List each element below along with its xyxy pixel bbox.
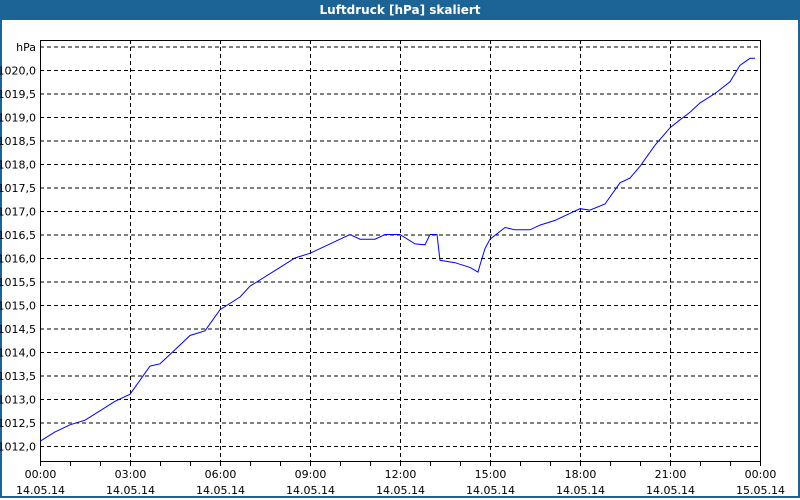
y-tick-label: 1013,5 [0, 370, 36, 383]
x-tick-date: 14.05.14 [556, 484, 605, 497]
x-tick-time: 06:00 [205, 468, 237, 481]
y-tick-label: 1020,0 [0, 65, 36, 78]
y-tick-label: 1015,5 [0, 276, 36, 289]
x-tick-date: 14.05.14 [376, 484, 425, 497]
x-tick-time: 18:00 [565, 468, 597, 481]
x-tick-date: 14.05.14 [286, 484, 335, 497]
y-tick-label: 1018,0 [0, 159, 36, 172]
y-tick-label: 1013,0 [0, 394, 36, 407]
x-tick-date: 14.05.14 [196, 484, 245, 497]
y-axis-unit: hPa [16, 41, 36, 54]
x-tick-time: 00:00 [745, 468, 777, 481]
y-tick-label: 1014,5 [0, 323, 36, 336]
y-tick-label: 1017,5 [0, 182, 36, 195]
x-tick-date: 14.05.14 [106, 484, 155, 497]
y-tick-label: 1016,5 [0, 229, 36, 242]
x-tick-date: 14.05.14 [646, 484, 695, 497]
y-tick-label: 1015,0 [0, 300, 36, 313]
x-tick-time: 12:00 [385, 468, 417, 481]
y-tick-label: 1019,5 [0, 88, 36, 101]
y-tick-label: 1017,0 [0, 206, 36, 219]
y-tick-label: 1016,0 [0, 253, 36, 266]
x-tick-time: 21:00 [655, 468, 687, 481]
x-tick-time: 15:00 [475, 468, 507, 481]
x-tick-date: 14.05.14 [466, 484, 515, 497]
y-tick-label: 1018,5 [0, 135, 36, 148]
pressure-series-line [39, 57, 755, 442]
y-tick-label: 1019,0 [0, 112, 36, 125]
y-tick-label: 1012,0 [0, 441, 36, 454]
x-tick-time: 09:00 [295, 468, 327, 481]
y-tick-label: 1012,5 [0, 417, 36, 430]
y-tick-label: 1014,0 [0, 347, 36, 360]
x-tick-time: 03:00 [115, 468, 147, 481]
x-tick-time: 00:00 [25, 468, 57, 481]
x-tick-date: 15.05.14 [736, 484, 785, 497]
x-tick-date: 14.05.14 [16, 484, 65, 497]
window-title: Luftdruck [hPa] skaliert [0, 0, 800, 20]
plot-frame [40, 40, 761, 462]
